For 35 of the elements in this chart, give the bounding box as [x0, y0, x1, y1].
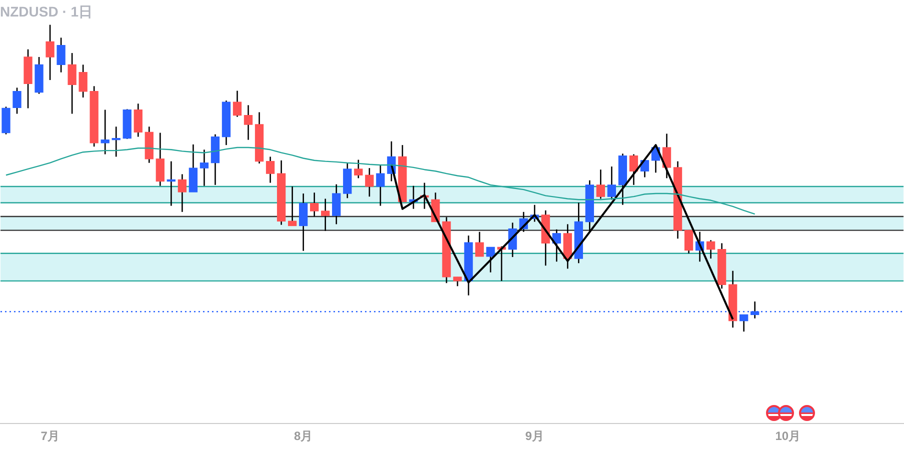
- candlestick: [78, 64, 88, 98]
- candlestick: [288, 186, 297, 226]
- candlestick: [46, 24, 54, 81]
- x-tick-label: 9月: [525, 429, 544, 444]
- candlestick: [56, 37, 66, 73]
- candlestick: [321, 198, 330, 232]
- candlestick: [12, 87, 22, 114]
- candlestick: [266, 156, 275, 184]
- candlestick: [310, 192, 319, 218]
- candlestick: [486, 246, 495, 274]
- candlestick: [740, 314, 748, 332]
- candlestick: [354, 159, 363, 179]
- x-tick-label: 7月: [40, 429, 60, 444]
- candlestick: [232, 90, 242, 118]
- candlestick: [68, 52, 76, 114]
- candlestick: [299, 192, 308, 252]
- candlestick: [684, 230, 694, 254]
- x-tick-label: 10月: [775, 429, 801, 444]
- x-tick-label: 8月: [294, 429, 313, 444]
- candlestick: [244, 104, 253, 140]
- candlestick: [134, 102, 142, 138]
- candlestick: [475, 231, 484, 258]
- candlestick: [596, 168, 605, 200]
- candlestick: [365, 167, 374, 198]
- candlestick: [629, 154, 638, 186]
- candlestick: [453, 276, 462, 287]
- candlestick: [178, 174, 187, 213]
- candlestick: [607, 166, 616, 200]
- chart-title: NZDUSD · 1日: [0, 3, 93, 20]
- candlestick: [200, 149, 209, 187]
- candlestick: [156, 132, 164, 187]
- candlestick: [100, 109, 110, 155]
- candlestick: [332, 184, 341, 225]
- candlestick: [706, 240, 716, 260]
- candlestick: [376, 164, 385, 206]
